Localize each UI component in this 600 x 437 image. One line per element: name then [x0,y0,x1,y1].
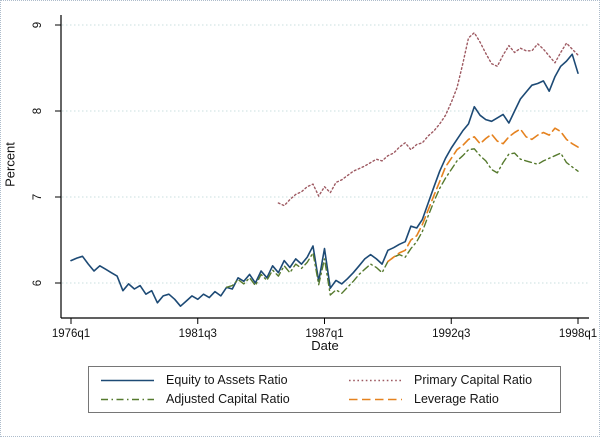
legend-line-sample-adjusted [101,398,154,400]
x-tick-label-1998q1: 1998q1 [559,328,597,340]
x-tick-label-1992q3: 1992q3 [432,328,470,340]
legend-item-adjusted-capital-ratio: Adjusted Capital Ratio [99,392,347,406]
legend-item-primary-capital-ratio: Primary Capital Ratio [347,373,560,387]
series-line-primary-capital-ratio [277,32,579,207]
legend-item-equity-to-assets-ratio: Equity to Assets Ratio [99,373,347,387]
series-line-leverage-ratio [387,127,579,263]
x-axis-title: Date [311,338,339,353]
legend-box: Equity to Assets Ratio Primary Capital R… [88,366,561,413]
y-tick-label-6: 6 [32,280,44,286]
legend-line-sample-equity [101,379,154,381]
legend-item-leverage-ratio: Leverage Ratio [347,392,560,406]
legend-line-sample-primary [349,379,402,381]
x-tick-label-1987q1: 1987q1 [305,328,343,340]
capital-ratios-chart: 6 7 8 9 1976q1 1981q3 1987q1 1992q3 1998q1 Perce… [1,1,599,356]
legend-item-label: Equity to Assets Ratio [166,373,288,387]
legend-line-sample-leverage [349,398,402,400]
x-tick-label-1976q1: 1976q1 [52,328,90,340]
y-tick-label-7: 7 [32,194,44,200]
legend-item-label: Adjusted Capital Ratio [166,392,290,406]
y-tick-label-9: 9 [32,22,44,28]
x-tick-label-1981q3: 1981q3 [179,328,217,340]
legend-item-label: Primary Capital Ratio [414,373,533,387]
y-tick-label-8: 8 [32,108,44,114]
series-line-adjusted-capital-ratio [225,148,579,296]
series-line-equity-to-assets-ratio [70,53,579,308]
legend-item-label: Leverage Ratio [414,392,499,406]
y-axis-title: Percent [2,142,18,187]
plot-canvas: 6 7 8 9 1976q1 1981q3 1987q1 1992q3 1998q1 [32,15,597,340]
